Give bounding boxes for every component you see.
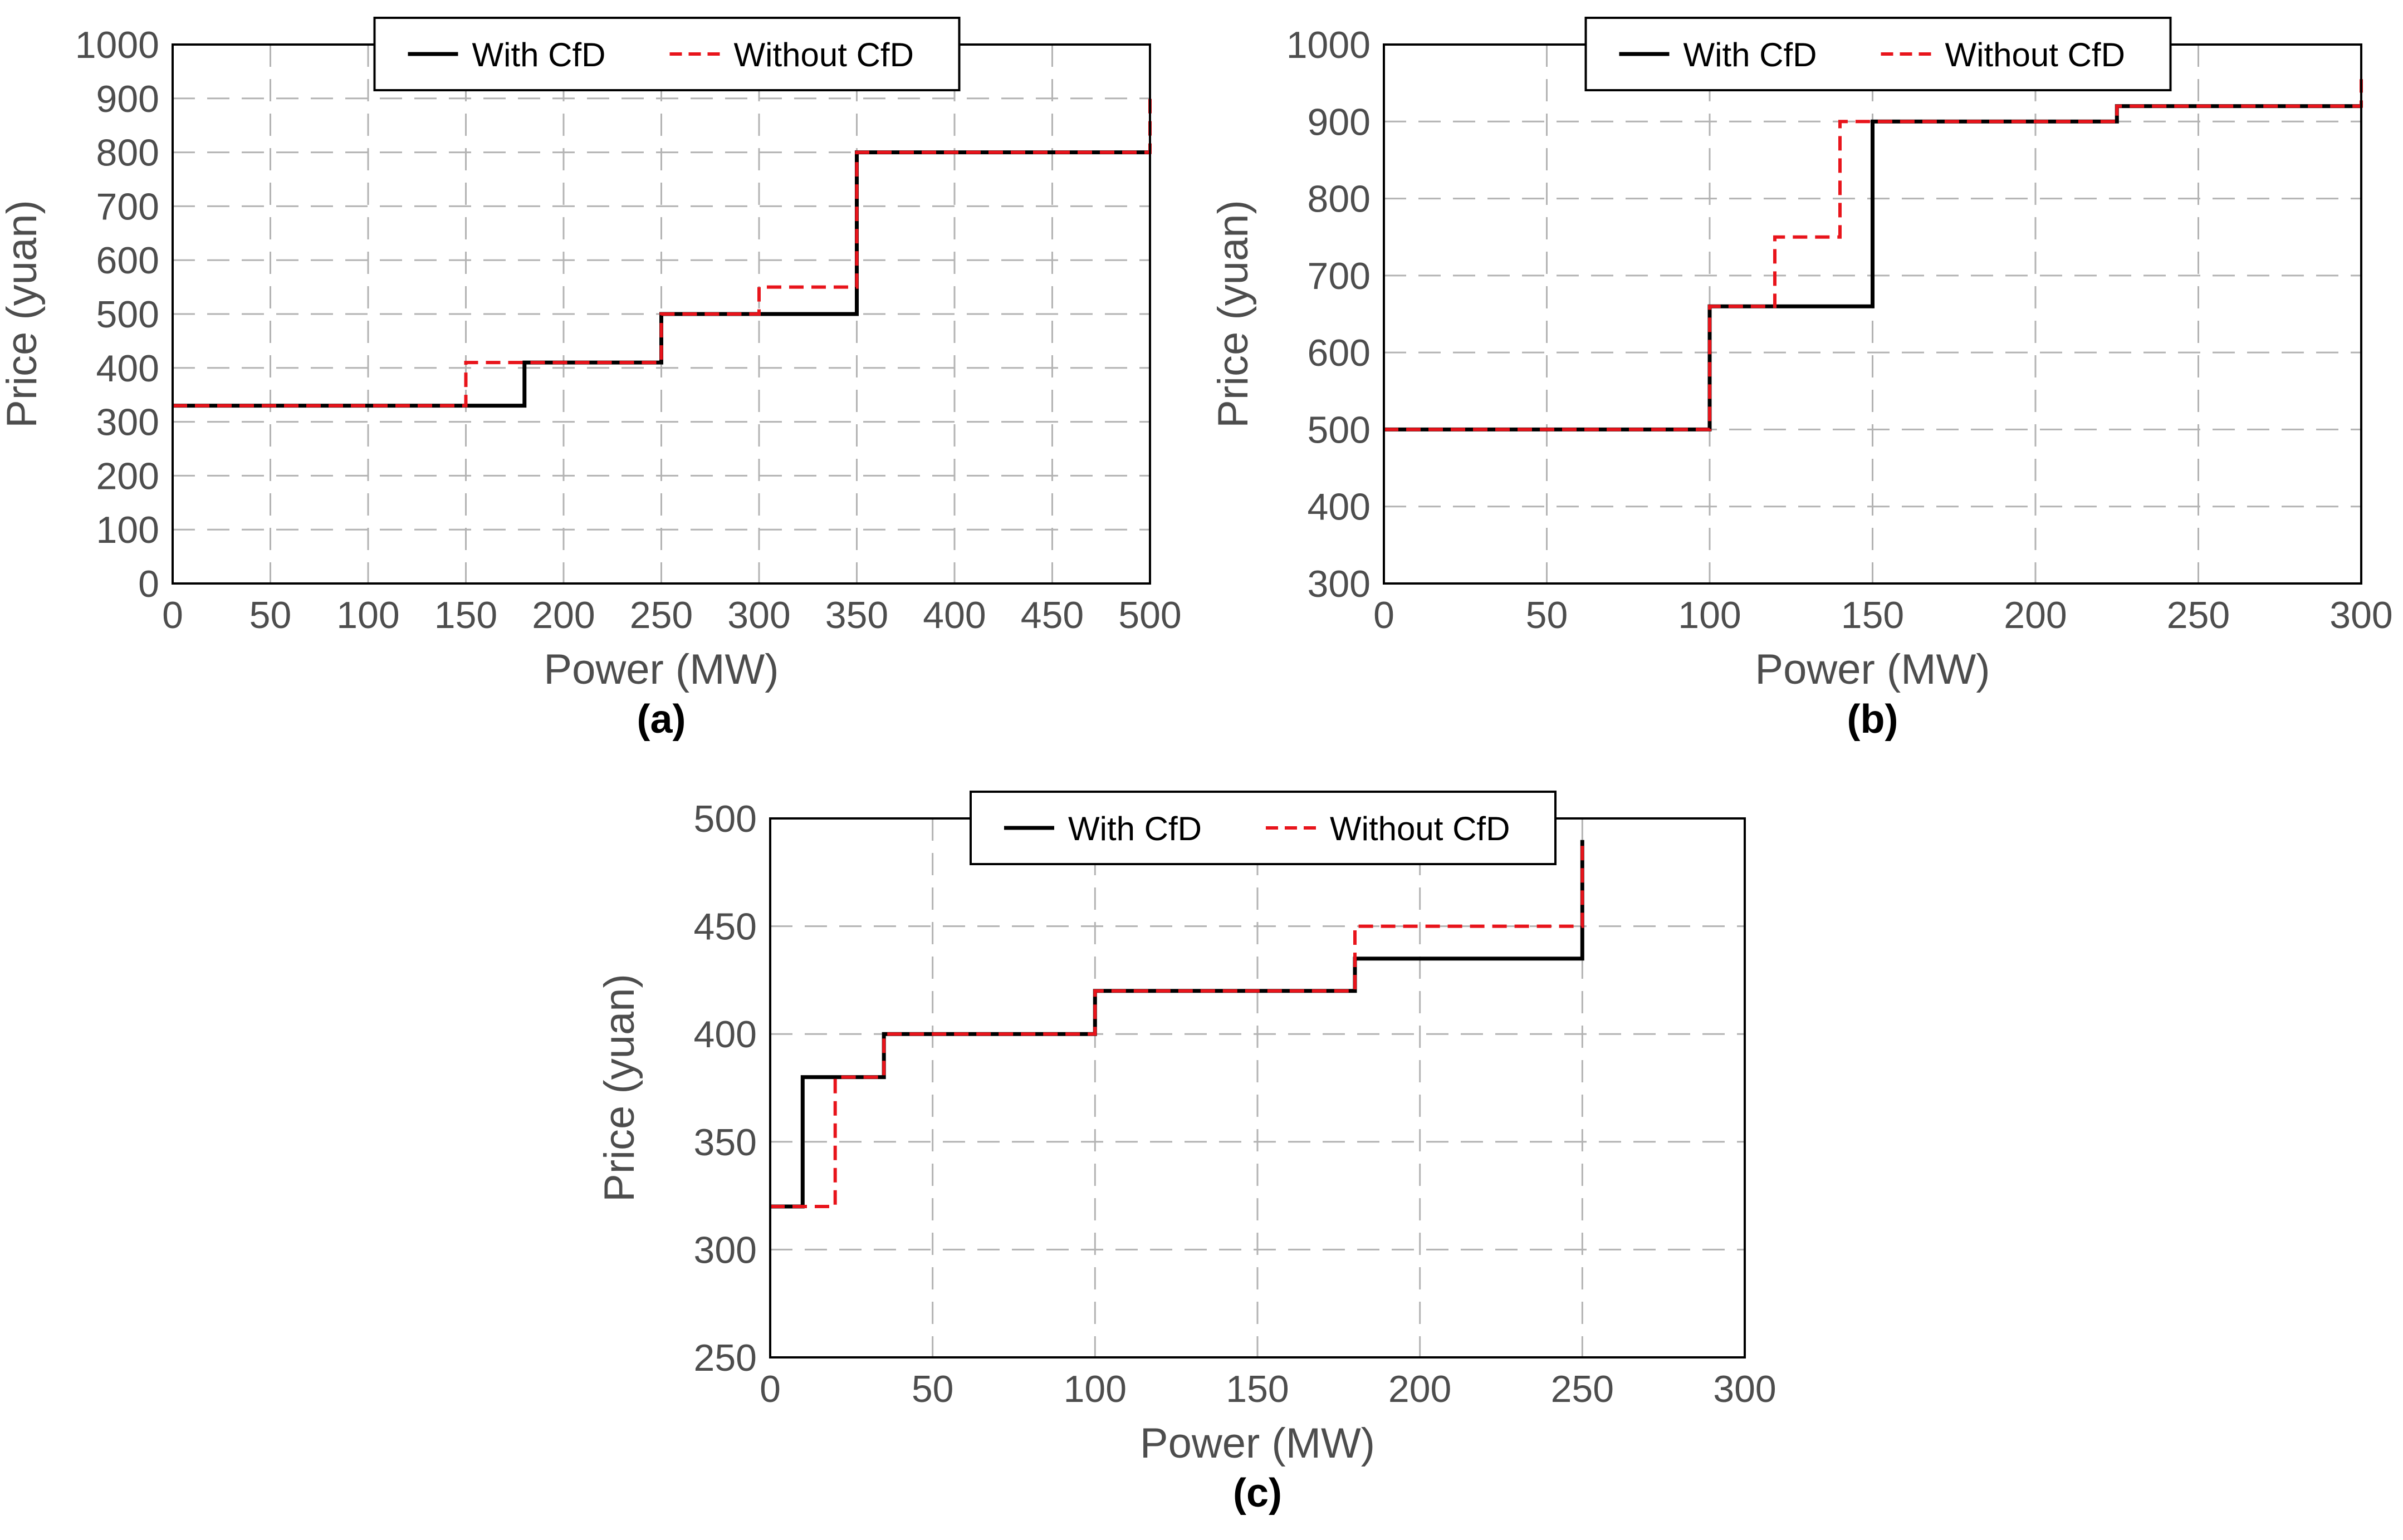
- y-tick-label: 1000: [1286, 24, 1371, 66]
- x-tick-label: 200: [532, 594, 595, 636]
- x-axis-label: Power (MW): [544, 646, 779, 693]
- x-tick-label: 350: [825, 594, 888, 636]
- y-tick-label: 400: [694, 1013, 757, 1056]
- x-tick-label: 500: [1118, 594, 1181, 636]
- y-tick-label: 400: [96, 347, 159, 390]
- x-tick-label: 0: [162, 594, 183, 636]
- panel-label: (c): [1233, 1471, 1282, 1516]
- y-tick-label: 450: [694, 906, 757, 948]
- y-tick-label: 600: [1308, 332, 1371, 374]
- y-tick-label: 350: [694, 1121, 757, 1164]
- y-tick-label: 800: [1308, 178, 1371, 220]
- x-tick-label: 250: [630, 594, 693, 636]
- series-line-with-cfd: [173, 150, 1150, 408]
- y-tick-label: 700: [1308, 255, 1371, 297]
- y-tick-label: 300: [96, 401, 159, 444]
- y-tick-label: 500: [96, 293, 159, 336]
- y-tick-label: 1000: [75, 24, 159, 66]
- y-tick-label: 900: [96, 78, 159, 120]
- y-tick-label: 900: [1308, 101, 1371, 143]
- chart-panel-3: 0 50 100 150 200 250 300 250 300 350 400 450 500 Powe…: [596, 791, 1776, 1516]
- legend-box: [970, 791, 1557, 865]
- y-axis-label: Price (yuan): [1210, 200, 1257, 428]
- x-tick-label: 250: [1551, 1368, 1614, 1410]
- x-tick-label: 150: [1226, 1368, 1289, 1410]
- legend: With CfD Without CfD: [970, 791, 1557, 865]
- x-tick-label: 100: [1064, 1368, 1127, 1410]
- y-tick-label: 300: [1308, 563, 1371, 605]
- legend-box: [1584, 17, 2172, 91]
- x-tick-label: 150: [434, 594, 497, 636]
- legend-box: [373, 17, 961, 91]
- x-tick-label: 450: [1021, 594, 1084, 636]
- panel-label: (b): [1847, 697, 1898, 742]
- y-axis-label: Price (yuan): [596, 974, 643, 1202]
- x-axis-label: Power (MW): [1140, 1420, 1375, 1467]
- chart-panel-1: 0 50 100 150 200 250 300 350 400 450 500 0 100 200 300…: [0, 17, 1182, 742]
- x-tick-label: 400: [923, 594, 986, 636]
- x-tick-label: 150: [1841, 594, 1904, 636]
- legend-label: With CfD: [472, 36, 606, 73]
- y-tick-label: 700: [96, 185, 159, 228]
- legend-label: With CfD: [1683, 36, 1817, 73]
- legend: With CfD Without CfD: [373, 17, 961, 91]
- x-tick-label: 50: [912, 1368, 954, 1410]
- x-tick-label: 200: [1388, 1368, 1451, 1410]
- y-tick-label: 500: [1308, 409, 1371, 451]
- y-tick-label: 500: [694, 798, 757, 840]
- x-tick-label: 100: [1678, 594, 1741, 636]
- y-axis-label: Price (yuan): [0, 200, 46, 428]
- x-tick-label: 50: [1526, 594, 1568, 636]
- x-tick-label: 50: [249, 594, 292, 636]
- x-tick-label: 0: [760, 1368, 781, 1410]
- x-tick-label: 200: [2004, 594, 2067, 636]
- y-tick-label: 600: [96, 239, 159, 282]
- legend-label: Without CfD: [1945, 36, 2125, 73]
- x-tick-label: 100: [336, 594, 399, 636]
- y-tick-label: 0: [138, 563, 159, 605]
- series-line-without-cfd: [1384, 79, 2363, 431]
- y-tick-label: 400: [1308, 486, 1371, 528]
- x-tick-label: 0: [1373, 594, 1394, 636]
- series-line-with-cfd: [770, 840, 1584, 1209]
- panel-label: (a): [637, 697, 686, 742]
- x-tick-label: 300: [2329, 594, 2392, 636]
- chart-panel-2: 0 50 100 150 200 250 300 300 400 500 600 700 800 900 1…: [1210, 17, 2393, 742]
- series-line-without-cfd: [770, 840, 1584, 1208]
- x-axis-label: Power (MW): [1755, 646, 1990, 693]
- y-tick-label: 250: [694, 1337, 757, 1379]
- legend: With CfD Without CfD: [1584, 17, 2172, 91]
- x-tick-label: 300: [727, 594, 790, 636]
- y-tick-label: 200: [96, 455, 159, 497]
- x-tick-label: 250: [2167, 594, 2230, 636]
- y-tick-label: 800: [96, 132, 159, 174]
- y-tick-label: 300: [694, 1229, 757, 1271]
- legend-label: Without CfD: [734, 36, 914, 73]
- x-tick-label: 300: [1713, 1368, 1776, 1410]
- legend-label: Without CfD: [1330, 810, 1510, 847]
- series-line-with-cfd: [1384, 104, 2361, 431]
- legend-label: With CfD: [1068, 810, 1202, 847]
- y-tick-label: 100: [96, 509, 159, 551]
- series-line-without-cfd: [173, 98, 1152, 408]
